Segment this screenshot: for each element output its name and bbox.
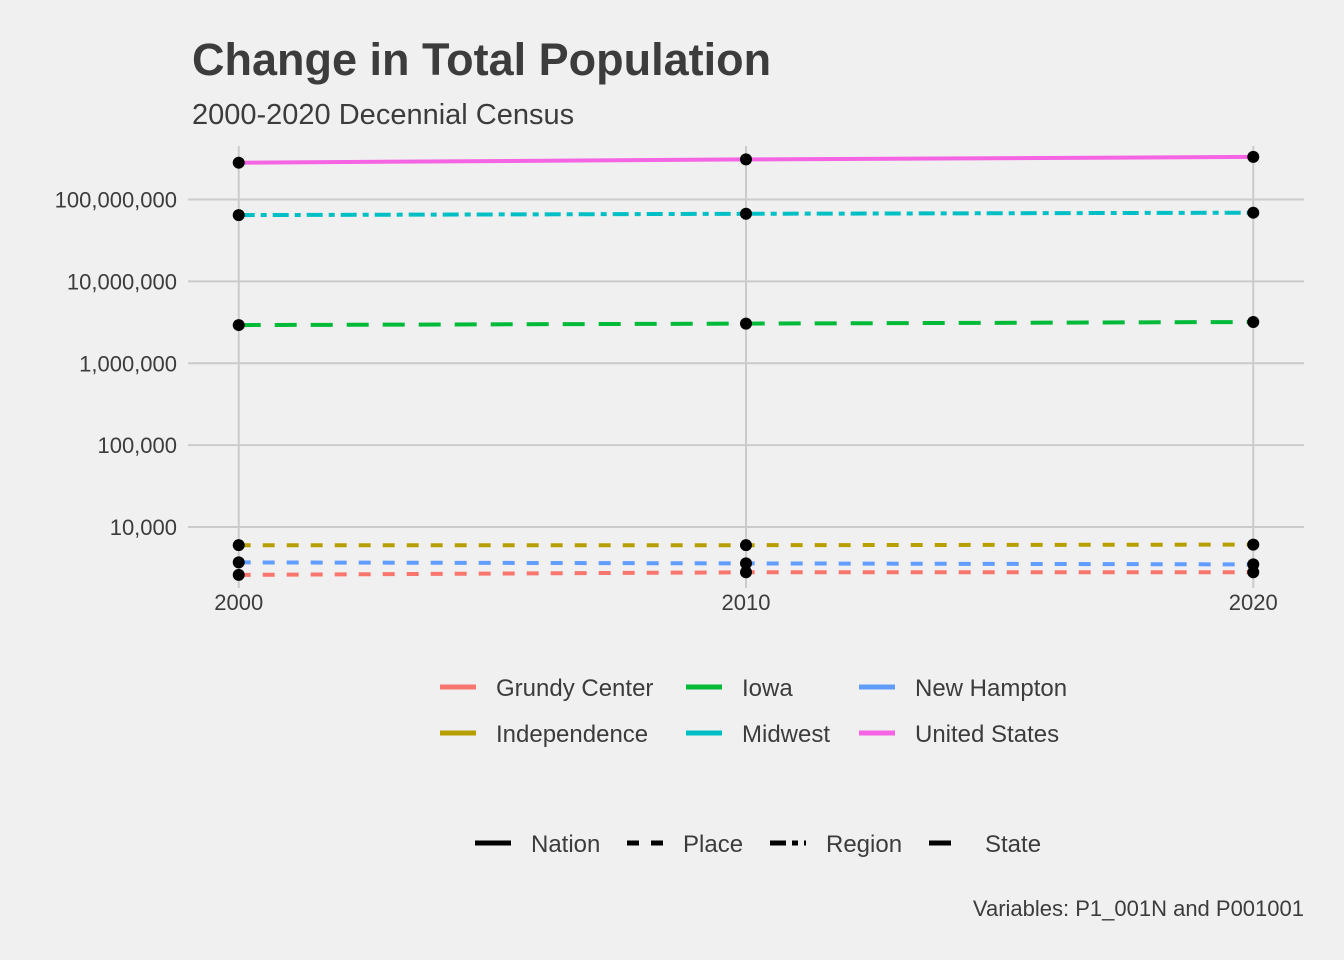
legend-linetype-label: Region xyxy=(826,831,902,858)
data-points xyxy=(232,150,1260,581)
chart-subtitle: 2000-2020 Decennial Census xyxy=(192,99,574,131)
legend-label: Independence xyxy=(496,721,648,748)
legend-label: Midwest xyxy=(742,721,830,748)
data-point xyxy=(740,317,752,330)
legend-linetype-label: Nation xyxy=(531,831,600,858)
color-legend: Grundy Center Independence Iowa Midwest New … xyxy=(440,675,1067,748)
legend-linetype-label: Place xyxy=(683,831,743,858)
y-axis-ticks: 10,000 100,000 1,000,000 10,000,000 100,000,… xyxy=(55,187,177,540)
data-point xyxy=(1247,538,1260,551)
data-point xyxy=(232,319,245,332)
legend-label: United States xyxy=(915,721,1059,748)
data-point xyxy=(740,557,752,570)
x-tick-label: 2010 xyxy=(722,590,771,615)
chart-caption: Variables: P1_001N and P001001 xyxy=(973,896,1304,921)
x-tick-label: 2020 xyxy=(1229,590,1278,615)
data-point xyxy=(740,566,752,579)
data-point xyxy=(232,556,245,569)
data-point xyxy=(740,153,752,166)
linetype-legend: Nation Place Region State xyxy=(475,831,1041,858)
data-point xyxy=(740,539,752,552)
x-tick-label: 2000 xyxy=(214,590,263,615)
y-tick-label: 100,000 xyxy=(97,433,177,458)
y-tick-label: 10,000 xyxy=(110,515,177,540)
data-point xyxy=(1247,206,1260,219)
x-axis-ticks: 2000 2010 2020 xyxy=(214,590,1277,615)
legend-linetype-label: State xyxy=(985,831,1041,858)
data-point xyxy=(1247,150,1260,163)
data-point xyxy=(1247,315,1260,328)
data-point xyxy=(740,207,752,220)
y-tick-label: 1,000,000 xyxy=(79,351,177,376)
y-tick-label: 100,000,000 xyxy=(55,187,177,212)
legend-label: New Hampton xyxy=(915,675,1067,702)
y-tick-label: 10,000,000 xyxy=(67,269,177,294)
data-point xyxy=(1247,558,1260,571)
legend-label: Iowa xyxy=(742,675,793,702)
data-point xyxy=(232,156,245,169)
data-point xyxy=(232,209,245,222)
data-point xyxy=(232,568,245,581)
chart-title: Change in Total Population xyxy=(192,34,771,85)
data-point xyxy=(232,539,245,552)
legend-label: Grundy Center xyxy=(496,675,653,702)
